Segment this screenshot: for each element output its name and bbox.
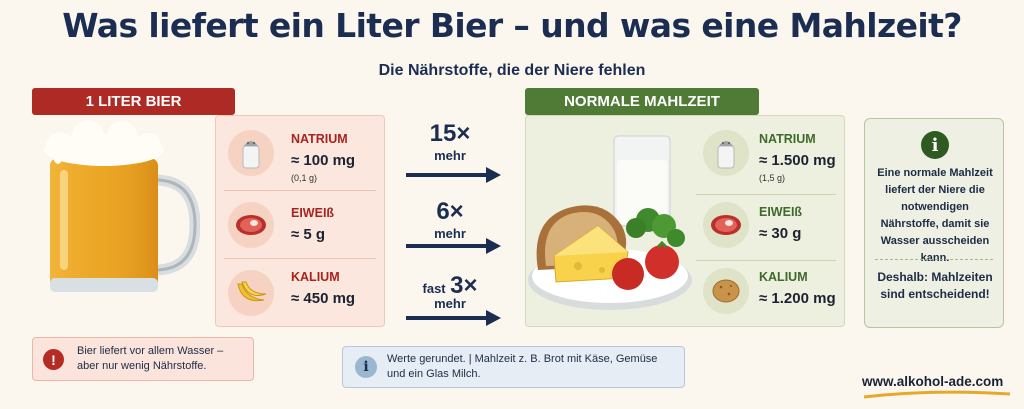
- divider: [696, 194, 836, 195]
- comparison-eiweiss: 6× mehr: [400, 198, 500, 241]
- divider: [696, 260, 836, 261]
- website-underline: [863, 390, 1011, 399]
- banana-icon: [228, 270, 274, 316]
- nutrient-value: ≈ 30 g: [759, 225, 802, 242]
- comparison-number: 3×: [450, 272, 478, 299]
- steak-icon: [228, 202, 274, 248]
- comparison-kalium: fast 3× mehr: [400, 272, 500, 311]
- arrow-right-icon: [406, 310, 501, 326]
- beer-mug-illustration: [44, 120, 200, 292]
- nutrient-subvalue: (1,5 g): [759, 173, 786, 183]
- nutrient-name: EIWEIß: [291, 206, 335, 220]
- nutrient-value: ≈ 450 mg: [291, 290, 356, 307]
- nutrient-subvalue: (0,1 g): [291, 173, 318, 183]
- arrow-right-icon: [406, 167, 501, 183]
- beer-banner: 1 LITER BIER: [32, 88, 235, 115]
- divider: [224, 258, 376, 259]
- comparison-number: 6×: [436, 198, 464, 225]
- beer-note: ! Bier liefert vor allem Wasser – aber n…: [32, 337, 254, 381]
- comparison-natrium: 15× mehr: [400, 120, 500, 163]
- meal-plate-illustration: [528, 135, 692, 310]
- nutrient-name: EIWEIß: [759, 205, 803, 219]
- values-note: i Werte gerundet. | Mahlzeit z. B. Brot …: [342, 346, 685, 388]
- nutrient-value: ≈ 1.200 mg: [759, 290, 836, 307]
- comparison-prefix: fast: [422, 281, 446, 296]
- info-icon: i: [355, 356, 377, 378]
- page-subtitle: Die Nährstoffe, die der Niere fehlen: [378, 62, 646, 79]
- info-box-conclusion: Deshalb: Mahlzeiten sind entscheidend!: [877, 270, 993, 301]
- salt-shaker-icon: [703, 130, 749, 176]
- beer-nutrient-row-eiweiss: EIWEIß ≈ 5 g: [216, 192, 384, 262]
- beer-nutrient-row-natrium: NATRIUM ≈ 100 mg (0,1 g): [216, 120, 384, 190]
- meal-nutrients-panel: NATRIUM ≈ 1.500 mg (1,5 g) EIWEIß ≈ 30 g…: [525, 115, 845, 327]
- page-title: Was liefert ein Liter Bier – und was ein…: [62, 6, 962, 45]
- nutrient-name: NATRIUM: [759, 132, 816, 146]
- beer-nutrient-row-kalium: KALIUM ≈ 450 mg: [216, 260, 384, 330]
- beer-nutrients-panel: NATRIUM ≈ 100 mg (0,1 g) EIWEIß ≈ 5 g KA…: [215, 115, 385, 327]
- meal-banner: NORMALE MAHLZEIT: [525, 88, 759, 115]
- info-box-text: Eine normale Mahlzeit liefert der Niere …: [877, 167, 993, 264]
- nutrient-name: KALIUM: [291, 270, 340, 284]
- info-box: i Eine normale Mahlzeit liefert der Nier…: [864, 118, 1004, 328]
- comparison-label: mehr: [434, 148, 466, 163]
- nutrient-name: KALIUM: [759, 270, 808, 284]
- website-link[interactable]: www.alkohol-ade.com: [862, 374, 1004, 389]
- values-note-text: Werte gerundet. | Mahlzeit z. B. Brot mi…: [387, 353, 658, 380]
- divider: [875, 259, 993, 260]
- arrow-right-icon: [406, 238, 501, 254]
- comparison-label: mehr: [434, 296, 466, 311]
- divider: [224, 190, 376, 191]
- salt-shaker-icon: [228, 130, 274, 176]
- comparison-label: mehr: [434, 226, 466, 241]
- beer-note-text: Bier liefert vor allem Wasser – aber nur…: [77, 345, 224, 372]
- potato-icon: [703, 268, 749, 314]
- steak-icon: [703, 202, 749, 248]
- info-icon: i: [921, 131, 949, 159]
- nutrient-value: ≈ 5 g: [291, 226, 326, 243]
- warning-icon: !: [43, 349, 64, 370]
- comparison-number: 15×: [429, 120, 471, 147]
- nutrient-value: ≈ 100 mg: [291, 152, 356, 169]
- nutrient-name: NATRIUM: [291, 132, 348, 146]
- nutrient-value: ≈ 1.500 mg: [759, 152, 836, 169]
